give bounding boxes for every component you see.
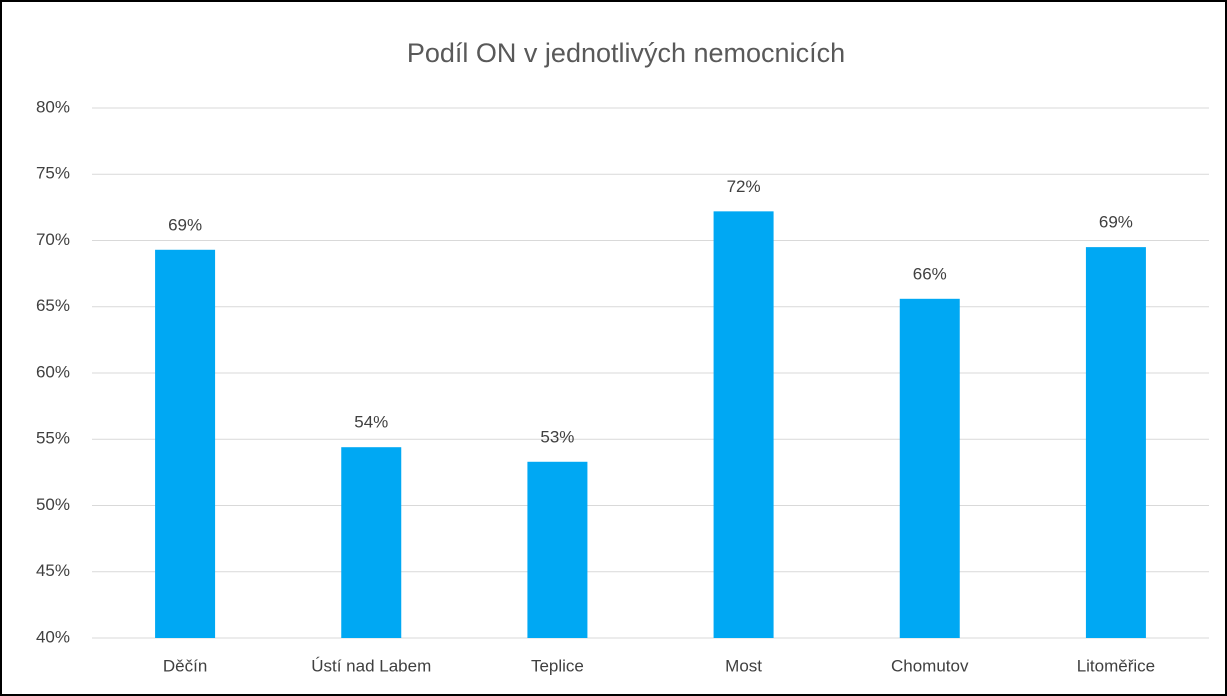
bar bbox=[341, 447, 402, 638]
y-tick-label: 40% bbox=[36, 627, 70, 646]
x-tick-label: Litoměřice bbox=[1077, 656, 1155, 675]
data-label: 72% bbox=[727, 177, 761, 196]
y-tick-label: 70% bbox=[36, 230, 70, 249]
y-tick-label: 60% bbox=[36, 362, 70, 381]
y-tick-label: 80% bbox=[36, 97, 70, 116]
bar bbox=[713, 211, 774, 638]
y-tick-label: 50% bbox=[36, 495, 70, 514]
bar bbox=[1085, 247, 1146, 638]
data-label: 66% bbox=[913, 264, 947, 283]
x-tick-label: Most bbox=[725, 656, 762, 675]
y-tick-label: 55% bbox=[36, 429, 70, 448]
chart-title: Podíl ON v jednotlivých nemocnicích bbox=[407, 38, 845, 68]
bar bbox=[155, 249, 216, 638]
x-tick-label: Chomutov bbox=[891, 656, 969, 675]
data-label: 53% bbox=[540, 427, 574, 446]
x-tick-label: Děčín bbox=[163, 656, 207, 675]
y-tick-label: 75% bbox=[36, 164, 70, 183]
x-tick-label: Teplice bbox=[531, 656, 584, 675]
data-label: 69% bbox=[168, 215, 202, 234]
data-label: 54% bbox=[354, 413, 388, 432]
data-label: 69% bbox=[1099, 213, 1133, 232]
bar bbox=[899, 298, 960, 638]
x-tick-label: Ústí nad Labem bbox=[311, 656, 431, 675]
y-tick-label: 65% bbox=[36, 296, 70, 315]
bar bbox=[527, 461, 588, 638]
y-tick-label: 45% bbox=[36, 561, 70, 580]
